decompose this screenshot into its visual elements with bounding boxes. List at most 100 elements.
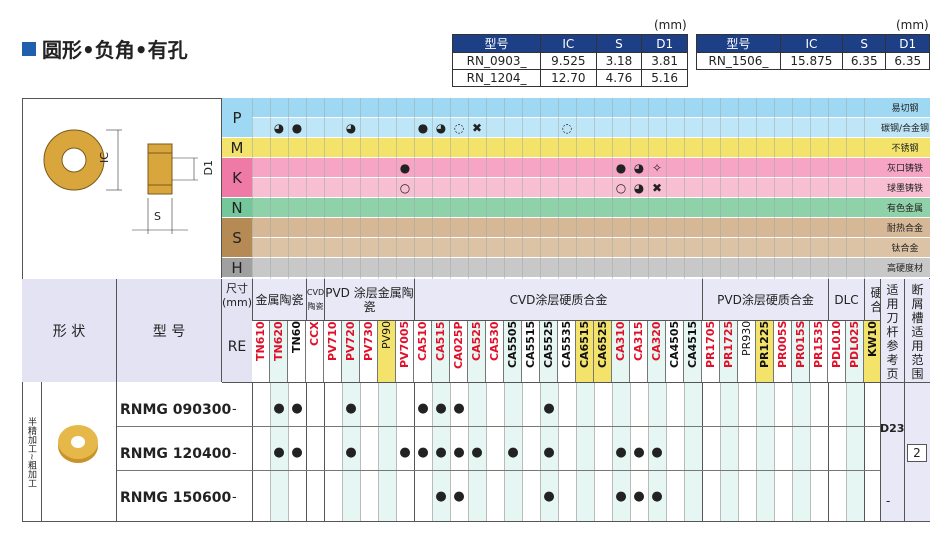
holder-page-ref[interactable]: D23 — [880, 422, 905, 435]
dim-unit-2: (mm) — [896, 18, 929, 32]
grade-suitability-mark: ○ — [615, 181, 627, 195]
material-label: 灰口铸铁 — [880, 158, 930, 178]
grid-line — [864, 98, 865, 279]
availability-dot: ● — [453, 445, 465, 460]
availability-dot: ● — [435, 401, 447, 416]
grid-line — [540, 98, 541, 279]
product-re: - — [232, 490, 237, 505]
chipbreaker-ref[interactable]: 2 — [907, 444, 927, 462]
iso-code-M: M — [222, 138, 252, 158]
grid-line — [468, 98, 469, 279]
grade-name: PDL010 — [828, 321, 846, 382]
availability-dot: ● — [633, 489, 645, 504]
grid-line — [648, 98, 649, 279]
grade-group-header: CVD 陶瓷 — [306, 279, 324, 321]
grid-line — [324, 98, 325, 279]
material-label: 有色金属 — [880, 198, 930, 218]
grade-suitability-mark: ● — [615, 161, 627, 175]
grid-line — [486, 98, 487, 279]
grade-suitability-mark: ◌ — [453, 121, 465, 135]
grid-line — [396, 98, 397, 279]
material-stripe — [252, 98, 880, 118]
grade-name: PR1725 — [720, 321, 738, 382]
grade-group-header: CVD涂层硬质合金 — [414, 279, 702, 321]
material-label: 球墨铸铁 — [880, 178, 930, 198]
grid-line — [558, 98, 559, 279]
grade-name: CA4515 — [684, 321, 702, 382]
grid-line — [414, 98, 415, 279]
availability-dot: ● — [435, 445, 447, 460]
availability-dot: ● — [291, 445, 303, 460]
grid-line — [702, 98, 703, 279]
size-label: 尺寸 (mm) — [222, 282, 253, 309]
grid-line — [756, 98, 757, 279]
grade-name: TN620 — [270, 321, 288, 382]
model-header: 型 号 — [117, 279, 222, 382]
material-label: 易切钢 — [880, 98, 930, 118]
material-stripe — [252, 198, 880, 218]
grade-name: CA025P — [450, 321, 468, 382]
grid-line — [432, 98, 433, 279]
d1-label: D1 — [202, 160, 215, 176]
dim-unit-1: (mm) — [654, 18, 687, 32]
product-re: - — [232, 402, 237, 417]
product-model[interactable]: RNMG 120400 — [120, 446, 232, 462]
material-stripe — [252, 218, 880, 238]
grade-name: PV720 — [342, 321, 360, 382]
availability-dot: ● — [273, 401, 285, 416]
material-stripe — [252, 258, 880, 278]
grid-line — [288, 98, 289, 279]
material-stripe — [252, 158, 880, 178]
availability-dot: ● — [543, 401, 555, 416]
availability-dot: ● — [435, 489, 447, 504]
dim-cell: 9.525 — [540, 52, 597, 70]
grid-line — [738, 98, 739, 279]
product-model[interactable]: RNMG 090300 — [120, 402, 232, 418]
grade-name: CA5515 — [522, 321, 540, 382]
iso-code-N: N — [222, 198, 252, 218]
availability-dot: ● — [615, 445, 627, 460]
grid-line — [630, 98, 631, 279]
dim-cell: 3.18 — [595, 52, 643, 70]
availability-dot: ● — [633, 445, 645, 460]
dim-cell: 4.76 — [595, 69, 643, 87]
grid-line — [828, 98, 829, 279]
availability-dot: ● — [615, 489, 627, 504]
ic-label: IC — [98, 152, 111, 163]
shape-image-cell — [42, 382, 117, 522]
side-label: 半精加工~粗加工 — [26, 416, 36, 488]
grade-suitability-mark: ◕ — [633, 181, 645, 195]
grid-line — [270, 98, 271, 279]
row-divider — [117, 426, 880, 427]
grade-name: CA510 — [414, 321, 432, 382]
page-title: 圆形•负角•有孔 — [22, 34, 188, 63]
availability-dot: ● — [345, 401, 357, 416]
grade-suitability-mark: ● — [417, 121, 429, 135]
re-label: RE — [227, 339, 247, 355]
grade-name: CA525 — [468, 321, 486, 382]
grade-suitability-mark: ◕ — [345, 121, 357, 135]
grid-line — [450, 98, 451, 279]
material-label: 不锈钢 — [880, 138, 930, 158]
product-model[interactable]: RNMG 150600 — [120, 490, 232, 506]
iso-code-K: K — [222, 158, 252, 198]
material-stripe — [252, 238, 880, 258]
grade-suitability-mark: ✖ — [651, 181, 663, 195]
material-stripe — [252, 118, 880, 138]
grid-line — [810, 98, 811, 279]
size-header: 尺寸 (mm) RE — [222, 279, 252, 382]
grade-name: CA5535 — [558, 321, 576, 382]
grade-name: PR015S — [792, 321, 810, 382]
dim-header: D1 — [641, 34, 688, 53]
grid-line — [360, 98, 361, 279]
availability-dot: ● — [543, 445, 555, 460]
availability-dot: ● — [453, 401, 465, 416]
grade-suitability-mark: ○ — [399, 181, 411, 195]
chipbreaker-header: 断屑槽适用范围 — [911, 283, 924, 381]
grid-line — [522, 98, 523, 279]
availability-dot: ● — [417, 445, 429, 460]
dim-header: IC — [540, 34, 597, 53]
grade-name: CA6525 — [594, 321, 612, 382]
grade-name: CA315 — [630, 321, 648, 382]
dim-cell: 6.35 — [841, 52, 887, 70]
